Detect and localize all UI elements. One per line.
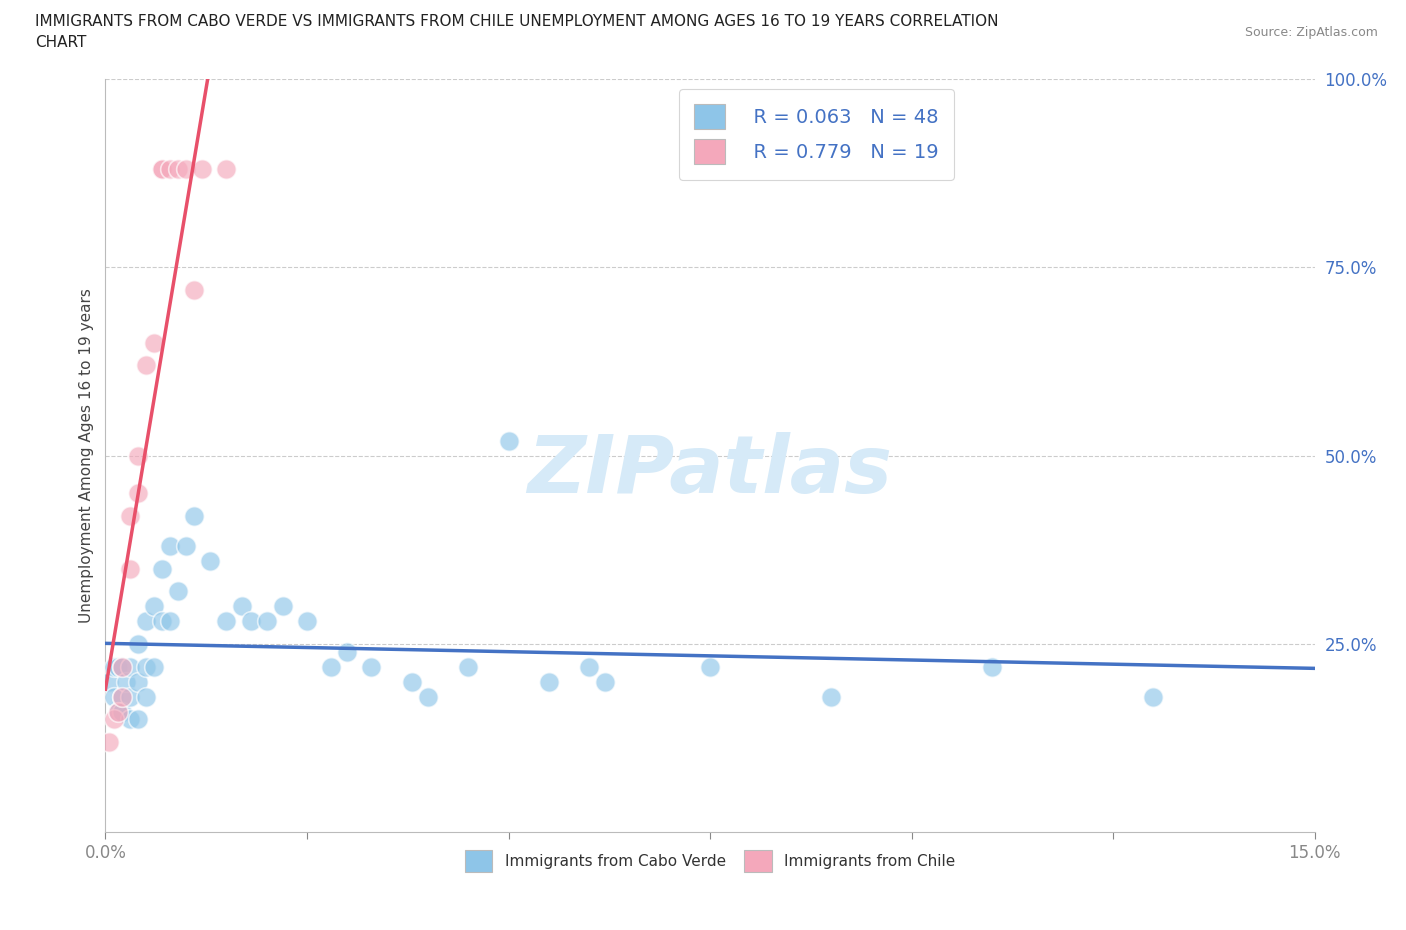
- Point: [271, 599, 294, 614]
- Point: [578, 659, 600, 674]
- Point: [215, 614, 238, 629]
- Point: [127, 448, 149, 463]
- Point: [127, 712, 149, 727]
- Point: [159, 614, 181, 629]
- Point: [191, 162, 214, 177]
- Point: [295, 614, 318, 629]
- Point: [498, 433, 520, 448]
- Point: [118, 509, 141, 524]
- Point: [159, 162, 181, 177]
- Point: [110, 659, 132, 674]
- Point: [110, 689, 132, 704]
- Point: [981, 659, 1004, 674]
- Point: [142, 659, 165, 674]
- Text: CHART: CHART: [35, 35, 87, 50]
- Point: [150, 162, 173, 177]
- Point: [118, 562, 141, 577]
- Point: [256, 614, 278, 629]
- Point: [118, 659, 141, 674]
- Point: [457, 659, 479, 674]
- Point: [336, 644, 359, 659]
- Point: [820, 689, 842, 704]
- Point: [110, 704, 132, 719]
- Point: [239, 614, 262, 629]
- Point: [699, 659, 721, 674]
- Point: [183, 509, 205, 524]
- Point: [127, 637, 149, 652]
- Point: [174, 538, 197, 553]
- Point: [107, 704, 129, 719]
- Point: [103, 712, 125, 727]
- Point: [135, 614, 157, 629]
- Point: [127, 485, 149, 500]
- Point: [103, 689, 125, 704]
- Point: [110, 689, 132, 704]
- Point: [401, 674, 423, 689]
- Point: [159, 538, 181, 553]
- Point: [127, 674, 149, 689]
- Point: [107, 704, 129, 719]
- Point: [142, 599, 165, 614]
- Point: [360, 659, 382, 674]
- Point: [150, 162, 173, 177]
- Point: [98, 735, 121, 750]
- Point: [135, 689, 157, 704]
- Text: Source: ZipAtlas.com: Source: ZipAtlas.com: [1244, 26, 1378, 39]
- Point: [103, 659, 125, 674]
- Point: [183, 283, 205, 298]
- Point: [110, 659, 132, 674]
- Point: [114, 674, 136, 689]
- Point: [118, 689, 141, 704]
- Y-axis label: Unemployment Among Ages 16 to 19 years: Unemployment Among Ages 16 to 19 years: [79, 288, 94, 623]
- Point: [142, 335, 165, 350]
- Text: IMMIGRANTS FROM CABO VERDE VS IMMIGRANTS FROM CHILE UNEMPLOYMENT AMONG AGES 16 T: IMMIGRANTS FROM CABO VERDE VS IMMIGRANTS…: [35, 14, 998, 29]
- Point: [174, 162, 197, 177]
- Point: [416, 689, 439, 704]
- Point: [593, 674, 616, 689]
- Point: [98, 674, 121, 689]
- Point: [118, 712, 141, 727]
- Point: [231, 599, 253, 614]
- Point: [1142, 689, 1164, 704]
- Point: [167, 584, 190, 599]
- Legend: Immigrants from Cabo Verde, Immigrants from Chile: Immigrants from Cabo Verde, Immigrants f…: [456, 842, 965, 882]
- Point: [135, 659, 157, 674]
- Point: [150, 562, 173, 577]
- Point: [200, 553, 222, 568]
- Text: ZIPatlas: ZIPatlas: [527, 432, 893, 510]
- Point: [537, 674, 560, 689]
- Point: [107, 659, 129, 674]
- Point: [167, 162, 190, 177]
- Point: [150, 614, 173, 629]
- Point: [321, 659, 343, 674]
- Point: [135, 358, 157, 373]
- Point: [215, 162, 238, 177]
